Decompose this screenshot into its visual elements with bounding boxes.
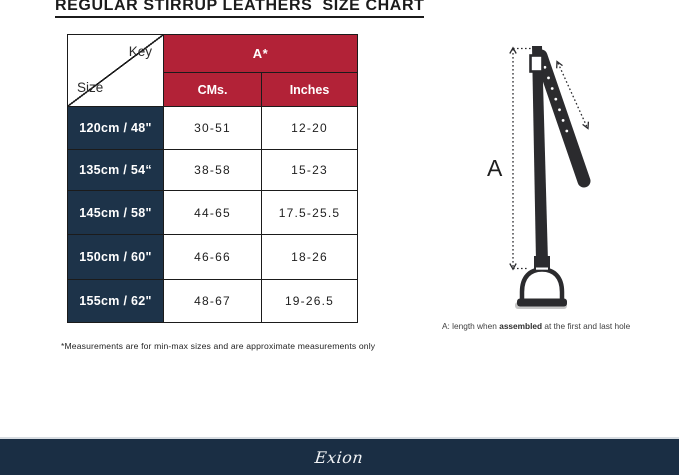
arrow-up-icon [509,46,517,54]
inches-cell: 18-26 [262,235,357,280]
strap-holes [543,65,569,133]
caption-prefix: A: length when [442,321,500,331]
footer-bar: Exion [0,437,679,475]
dimension-line-a [509,46,532,271]
size-cell: 120cm / 48" [68,107,164,150]
column-header-cms: CMs. [164,73,262,107]
diagram-caption: A: length when assembled at the first an… [442,321,630,331]
size-cell: 155cm / 62" [68,280,164,322]
dimension-line-holes [556,60,590,130]
inches-cell: 15-23 [262,150,357,191]
cms-cell: 38-58 [164,150,262,191]
stirrup-leather-diagram: A [487,46,591,309]
inches-cell: 17.5-25.5 [262,191,357,235]
cms-cell: 30-51 [164,107,262,150]
column-header-inches: Inches [262,73,357,107]
arrow-down-icon [509,263,517,271]
page-title: REGULAR STIRRUP LEATHERS SIZE CHART [55,0,425,18]
arrow-down-right-icon [582,121,590,130]
strap-main [532,46,550,269]
stirrup-iron [515,267,567,309]
measurements-footnote: *Measurements are for min-max sizes and … [61,341,376,351]
dimension-label-a: A [487,155,503,181]
corner-key-label: Key [128,44,152,59]
cms-cell: 46-66 [164,235,262,280]
size-cell: 145cm / 58" [68,191,164,235]
cms-cell: 48-67 [164,280,262,322]
caption-suffix: at the first and last hole [542,321,631,331]
strap-free-end [534,49,591,188]
arrow-up-left-icon [556,60,563,69]
table-corner-cell: Key Size [68,35,164,107]
inches-cell: 12-20 [262,107,357,150]
inches-cell: 19-26.5 [284,294,335,308]
caption-bold: assembled [499,321,543,331]
group-header-a: A* [164,35,357,73]
corner-size-label: Size [77,80,104,95]
buckle-icon [529,54,544,73]
size-cell: 150cm / 60" [68,235,164,280]
brand-logo: Exion [314,447,365,467]
size-cell: 135cm / 54“ [68,150,164,191]
size-table: Key Size A* CMs. Inches 120cm / 48" 30-5… [67,34,358,323]
cms-cell: 44-65 [164,191,262,235]
